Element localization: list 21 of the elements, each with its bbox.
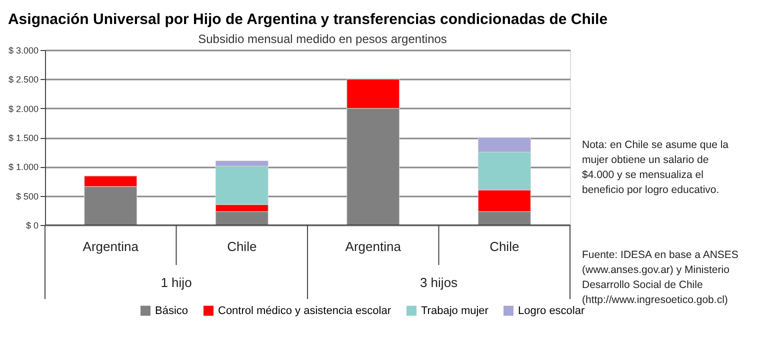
y-tick-label: $ 0 — [26, 220, 38, 230]
y-tick-label: $ 3.000 — [8, 46, 38, 56]
source-note: Fuente: IDESA en base a ANSES (www.anses.gov.ar) y Ministerio Desarrollo Social de Chile (http://www.ingresoetico.gob.cl) — [582, 249, 738, 306]
y-tick-label: $ 1.500 — [8, 133, 38, 143]
y-tick-label: $ 2.500 — [8, 74, 38, 85]
legend-label: Control médico y asistencia escolar — [218, 304, 392, 317]
x-tick-label: Argentina — [345, 239, 402, 254]
legend-label: Básico — [155, 304, 188, 317]
y-tick-label: $ 1.000 — [8, 162, 38, 172]
chart-title: Asignación Universal por Hijo de Argentina y transferencias condicionadas de Chile — [8, 11, 608, 28]
legend-label: Trabajo mujer — [421, 304, 489, 317]
x-tick-label: Chile — [490, 239, 520, 254]
x-tick-label: Argentina — [82, 239, 140, 254]
text: 3 hijos — [420, 275, 458, 290]
text: Nota: en Chile se asume que la mujer obtiene un salario de $4.000 y se mensualiza el beneficio por logro educativo. — [582, 139, 729, 196]
text: 1 hijo — [160, 275, 192, 290]
legend-label: Logro escolar — [518, 304, 585, 317]
x-tick-label: Chile — [227, 239, 257, 254]
y-tick-label: $ 2.000 — [8, 104, 38, 114]
y-tick-label: $ 500 — [16, 191, 38, 202]
chart-subtitle: Subsidio mensual medido en pesos argentinos — [198, 32, 447, 46]
